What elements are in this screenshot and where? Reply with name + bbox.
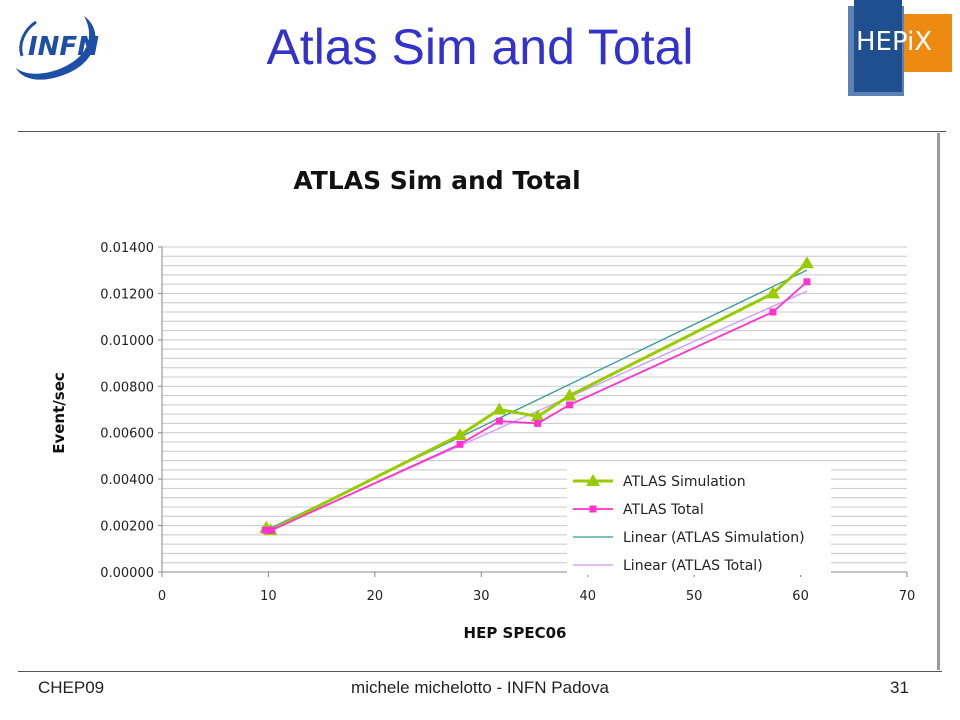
data-point-triangle <box>492 402 507 415</box>
x-tick-label: 10 <box>260 589 277 604</box>
axes: 0.00000 0.00200 0.00400 0.00600 0.00800 0.010… <box>100 241 915 604</box>
data-point-square <box>268 526 276 534</box>
slide-title: Atlas Sim and Total <box>266 19 694 75</box>
data-point-square <box>803 278 811 286</box>
data-point-triangle <box>530 409 545 422</box>
series-line <box>265 281 808 532</box>
legend: ATLAS Simulation ATLAS Total Linear (ATLAS… <box>567 463 831 575</box>
x-tick-label: 70 <box>899 589 916 604</box>
footer-author: michele michelotto - INFN Padova <box>351 678 609 697</box>
y-axis-label: Event/sec <box>50 372 68 454</box>
y-tick-label: 0.00200 <box>100 520 154 535</box>
y-tick-label: 0.00400 <box>100 473 154 488</box>
data-point-triangle <box>562 388 577 401</box>
y-tick-label: 0.00000 <box>100 566 154 581</box>
x-tick-label: 60 <box>792 589 809 604</box>
data-point-triangle <box>799 256 814 269</box>
top-divider <box>18 131 946 132</box>
data-point-square <box>261 526 269 534</box>
footer-conference: CHEP09 <box>38 678 105 697</box>
x-tick-label: 20 <box>367 589 384 604</box>
bottom-divider <box>18 671 942 672</box>
data-point-square <box>769 308 777 316</box>
hepix-logo: HEPiX <box>848 0 952 96</box>
x-tick-label: 30 <box>473 589 490 604</box>
x-tick-label: 0 <box>158 589 166 604</box>
data-point-square <box>456 440 464 448</box>
x-tick-label: 50 <box>686 589 703 604</box>
chart-title: ATLAS Sim and Total <box>293 166 580 195</box>
legend-label: ATLAS Total <box>623 502 704 518</box>
x-axis-label: HEP SPEC06 <box>464 624 567 642</box>
atlas-chart: ATLAS Sim and Total 0.00000 0.00200 0.0040… <box>50 166 915 642</box>
y-tick-label: 0.01000 <box>100 334 154 349</box>
infn-logo-arc <box>19 20 37 57</box>
x-tick-label: 40 <box>579 589 596 604</box>
y-tick-label: 0.00800 <box>100 380 154 395</box>
y-tick-label: 0.01200 <box>100 287 154 302</box>
legend-label: Linear (ATLAS Total) <box>623 558 763 574</box>
series-line <box>265 262 808 532</box>
infn-logo: INFN <box>16 16 99 80</box>
legend-label: Linear (ATLAS Simulation) <box>623 530 805 546</box>
legend-marker <box>586 474 600 486</box>
y-tick-label: 0.01400 <box>100 241 154 256</box>
legend-label: ATLAS Simulation <box>623 474 746 490</box>
data-point-square <box>566 401 574 409</box>
data-point-triangle <box>453 428 467 441</box>
chart-frame: ATLAS Sim and Total 0.00000 0.00200 0.0040… <box>18 133 940 670</box>
hepix-logo-blue-block <box>854 0 902 92</box>
data-point-triangle <box>765 286 780 299</box>
y-tick-label: 0.00600 <box>100 427 154 442</box>
infn-logo-text: INFN <box>28 32 99 62</box>
footer-page-number: 31 <box>890 678 909 697</box>
infn-logo-swoosh <box>16 16 96 80</box>
legend-marker <box>589 505 597 513</box>
grid <box>162 246 907 564</box>
series-layer <box>259 256 814 536</box>
data-point-square <box>495 417 503 425</box>
data-point-square <box>534 419 542 427</box>
hepix-logo-text: HEPiX <box>856 27 932 57</box>
